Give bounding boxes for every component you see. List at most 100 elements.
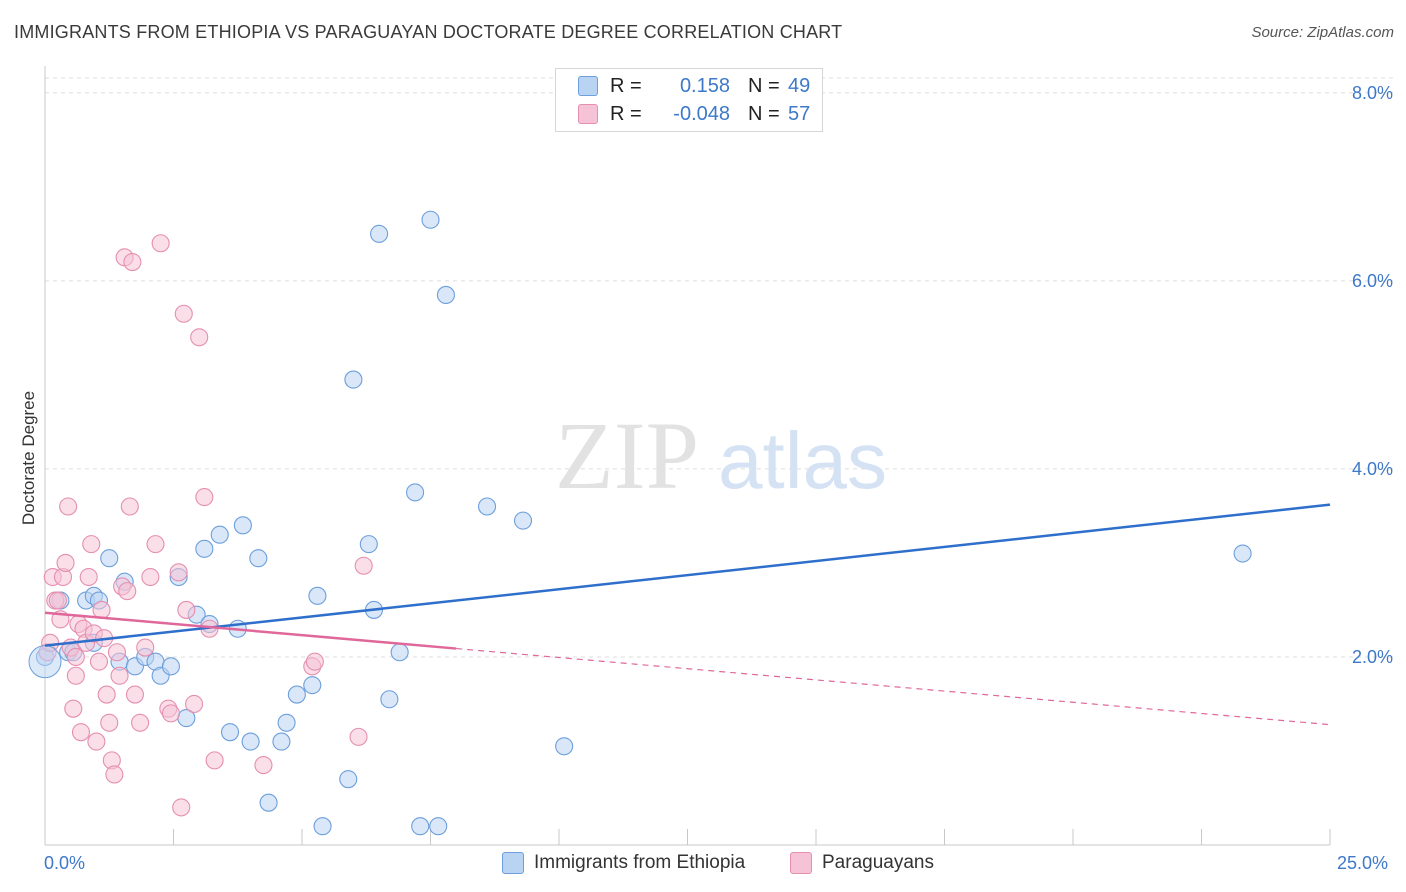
y-tick-labels: 2.0% 4.0% 6.0% 8.0% — [1352, 83, 1393, 667]
pink-data-point — [131, 713, 150, 732]
legend-r-value: 0.158 — [679, 74, 730, 97]
bottom-legend-label: Immigrants from Ethiopia — [534, 852, 746, 873]
pink-data-point — [305, 652, 324, 671]
pink-data-point — [141, 567, 160, 587]
legend-row-ethiopia: R = 0.158 N = 49 — [578, 73, 810, 99]
pink-data-point — [66, 666, 85, 685]
blue-data-point — [513, 511, 533, 530]
bottom-legend-ethiopia: Immigrants from Ethiopia — [502, 852, 745, 874]
blue-data-point — [308, 586, 327, 605]
blue-data-point — [380, 690, 399, 709]
blue-data-point — [390, 643, 409, 662]
pink-data-point — [89, 652, 109, 671]
blue-data-point — [272, 732, 291, 751]
blue-data-point — [161, 657, 180, 676]
pink-data-point — [87, 732, 106, 751]
blue-data-point — [241, 732, 260, 751]
pink-data-point — [161, 704, 180, 723]
legend-swatch-blue — [578, 76, 598, 96]
x-tick-label-min: 0.0% — [44, 853, 86, 873]
blue-data-point — [421, 210, 440, 229]
pink-trend-line-solid — [44, 611, 457, 650]
pink-data-point — [107, 643, 127, 662]
legend-n-value: 49 — [788, 74, 811, 97]
pink-data-point — [118, 582, 137, 601]
blue-data-point — [406, 483, 425, 502]
pink-data-point — [56, 553, 75, 572]
blue-data-point — [100, 549, 119, 568]
pink-data-point — [205, 751, 224, 770]
legend-n-label: N = — [748, 74, 780, 97]
pink-data-point — [136, 638, 155, 657]
x-tick-label-max: 25.0% — [1337, 853, 1389, 873]
correlation-legend: R = 0.158 N = 49 R = -0.048 N = 57 — [555, 68, 823, 132]
blue-data-point — [287, 685, 306, 704]
pink-data-point — [100, 713, 119, 732]
pink-data-point — [354, 556, 373, 575]
legend-n-value: 57 — [788, 102, 811, 125]
legend-n-label: N = — [748, 102, 780, 125]
pink-data-point — [64, 699, 83, 718]
pink-data-point — [71, 723, 91, 742]
bottom-legend-label: Paraguayans — [822, 852, 934, 873]
blue-data-point — [249, 549, 268, 568]
y-tick-label: 8.0% — [1352, 83, 1393, 103]
pink-data-point — [151, 234, 170, 253]
pink-data-point — [190, 328, 209, 347]
pink-data-point — [92, 600, 111, 619]
y-tick-label: 4.0% — [1352, 459, 1393, 479]
pink-data-point — [349, 727, 368, 746]
blue-data-point — [344, 370, 363, 389]
pink-data-point — [66, 647, 85, 667]
blue-data-point — [259, 793, 278, 812]
legend-r-value: -0.048 — [673, 102, 730, 125]
bottom-legend-swatch-blue — [502, 852, 524, 874]
pink-data-point — [120, 497, 139, 516]
pink-data-point — [172, 798, 191, 817]
blue-data-point — [195, 539, 214, 558]
pink-data-point — [97, 685, 116, 704]
blue-data-point — [477, 497, 497, 516]
axis-layer — [44, 66, 1331, 846]
pink-data-point — [146, 535, 165, 554]
blue-data-point — [303, 676, 322, 695]
y-axis-label: Doctorate Degree — [19, 390, 38, 526]
points-layer — [28, 210, 1252, 836]
pink-data-point — [195, 488, 214, 507]
y-tick-label: 2.0% — [1352, 647, 1393, 667]
blue-data-point — [339, 770, 358, 789]
legend-row-paraguayans: R = -0.048 N = 57 — [578, 101, 810, 127]
chart-title: IMMIGRANTS FROM ETHIOPIA VS PARAGUAYAN D… — [14, 22, 843, 42]
pink-trend-line-dashed — [456, 647, 1331, 726]
pink-data-point — [123, 252, 142, 272]
source-credit: Source: ZipAtlas.com — [1251, 24, 1394, 41]
watermark-zip: ZIP — [555, 402, 699, 509]
pink-data-point — [59, 497, 78, 516]
legend-r-label: R = — [610, 102, 642, 125]
blue-data-point — [1233, 544, 1252, 563]
y-tick-label: 6.0% — [1352, 271, 1393, 291]
trend-layer — [44, 503, 1331, 726]
pink-data-point — [110, 666, 129, 685]
blue-data-point — [555, 737, 574, 756]
blue-data-point — [210, 525, 229, 544]
grid-layer — [45, 77, 1395, 658]
blue-data-point — [220, 723, 240, 742]
legend-swatch-pink — [578, 104, 598, 124]
pink-data-point — [79, 567, 98, 587]
pink-data-point — [125, 685, 144, 704]
blue-data-point — [233, 516, 252, 535]
blue-data-point — [436, 285, 455, 305]
blue-data-point — [313, 817, 332, 836]
bottom-legend-paraguayans: Paraguayans — [790, 852, 934, 874]
blue-data-point — [277, 713, 296, 732]
pink-data-point — [169, 563, 188, 582]
bottom-legend-swatch-pink — [790, 852, 812, 874]
blue-trend-line — [44, 503, 1331, 647]
pink-data-point — [185, 694, 204, 714]
legend-r-label: R = — [610, 74, 642, 97]
blue-data-point — [359, 535, 378, 554]
watermark: ZIP atlas — [555, 402, 887, 509]
watermark-atlas: atlas — [718, 416, 887, 505]
